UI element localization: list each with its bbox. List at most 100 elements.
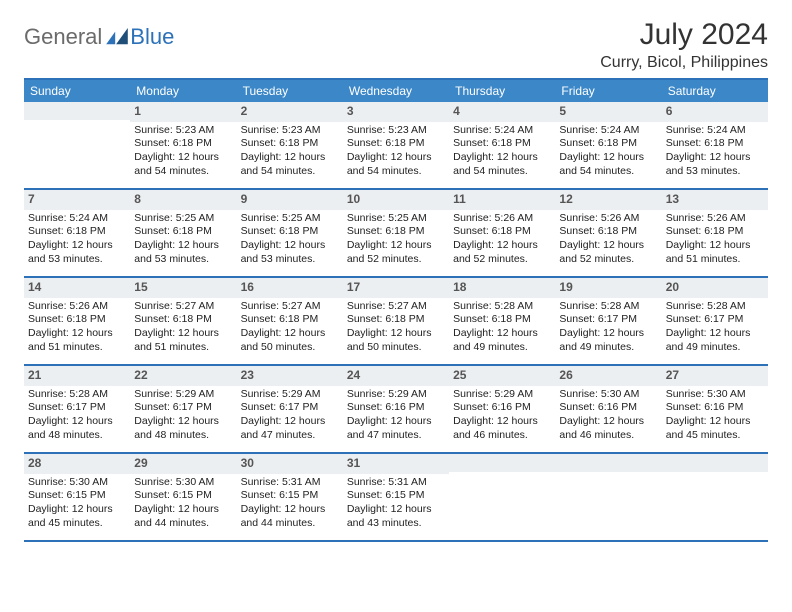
daylight-line: Daylight: 12 hours and 44 minutes.: [241, 503, 339, 530]
day-number: 29: [130, 454, 236, 474]
day-number: 19: [555, 278, 661, 298]
daylight-line: Daylight: 12 hours and 54 minutes.: [347, 151, 445, 178]
sunrise-line: Sunrise: 5:29 AM: [453, 388, 551, 402]
week-row: 1 Sunrise: 5:23 AM Sunset: 6:18 PM Daylight…: [24, 102, 768, 190]
month-title: July 2024: [600, 18, 768, 52]
week-row: 28 Sunrise: 5:30 AMSunset: 6:15 PM Dayligh…: [24, 454, 768, 542]
daylight-line: Daylight: 12 hours and 54 minutes.: [241, 151, 339, 178]
sunset-line: Sunset: 6:18 PM: [347, 313, 445, 327]
location-subtitle: Curry, Bicol, Philippines: [600, 54, 768, 72]
daylight-line: Daylight: 12 hours and 53 minutes.: [134, 239, 232, 266]
sunrise-line: Sunrise: 5:26 AM: [666, 212, 764, 226]
day-cell: 4Sunrise: 5:24 AMSunset: 6:18 PMDaylight…: [449, 102, 555, 188]
daylight-line: Daylight: 12 hours and 51 minutes.: [134, 327, 232, 354]
daylight-line: Daylight: 12 hours and 43 minutes.: [347, 503, 445, 530]
daylight-line: Daylight: 12 hours and 46 minutes.: [559, 415, 657, 442]
daylight-line: Daylight: 12 hours and 51 minutes.: [666, 239, 764, 266]
day-cell: 10Sunrise: 5:25 AMSunset: 6:18 PMDayligh…: [343, 190, 449, 276]
sunrise-line: Sunrise: 5:23 AM: [347, 124, 445, 138]
day-cell: 7Sunrise: 5:24 AMSunset: 6:18 PMDaylight…: [24, 190, 130, 276]
sunset-line: Sunset: 6:18 PM: [666, 225, 764, 239]
day-number: 26: [555, 366, 661, 386]
day-number: 16: [237, 278, 343, 298]
daylight-line: Daylight: 12 hours and 50 minutes.: [241, 327, 339, 354]
day-cell: 24Sunrise: 5:29 AMSunset: 6:16 PMDayligh…: [343, 366, 449, 452]
brand-logo: General Blue: [24, 24, 174, 50]
sunset-line: Sunset: 6:16 PM: [453, 401, 551, 415]
week-row: 21Sunrise: 5:28 AMSunset: 6:17 PMDayligh…: [24, 366, 768, 454]
sunset-line: Sunset: 6:18 PM: [241, 313, 339, 327]
sunset-line: Sunset: 6:17 PM: [666, 313, 764, 327]
daylight-line: Daylight: 12 hours and 45 minutes.: [666, 415, 764, 442]
day-number: 6: [662, 102, 768, 122]
day-cell: 29Sunrise: 5:30 AMSunset: 6:15 PMDayligh…: [130, 454, 236, 540]
day-cell: 18Sunrise: 5:28 AMSunset: 6:18 PMDayligh…: [449, 278, 555, 364]
day-cell: 2Sunrise: 5:23 AMSunset: 6:18 PMDaylight…: [237, 102, 343, 188]
day-cell: [662, 454, 768, 540]
calendar-grid: SundayMondayTuesdayWednesdayThursdayFrid…: [24, 78, 768, 542]
day-number: [24, 102, 130, 120]
daylight-line: Daylight: 12 hours and 53 minutes.: [666, 151, 764, 178]
sunrise-line: Sunrise: 5:25 AM: [134, 212, 232, 226]
sunset-line: Sunset: 6:16 PM: [559, 401, 657, 415]
sunset-line: Sunset: 6:18 PM: [28, 225, 126, 239]
day-number: [662, 454, 768, 472]
sunrise-line: Sunrise: 5:26 AM: [559, 212, 657, 226]
sunrise-line: Sunrise: 5:30 AM: [666, 388, 764, 402]
sunset-line: Sunset: 6:17 PM: [241, 401, 339, 415]
daylight-line: Daylight: 12 hours and 47 minutes.: [347, 415, 445, 442]
day-number: 23: [237, 366, 343, 386]
weeks-container: 1Sunrise: 5:23 AMSunset: 6:18 PMDaylight…: [24, 102, 768, 542]
day-number: 5: [555, 102, 661, 122]
brand-text-general: General: [24, 24, 102, 50]
daylight-line: Daylight: 12 hours and 52 minutes.: [559, 239, 657, 266]
daylight-line: Daylight: 12 hours and 48 minutes.: [28, 415, 126, 442]
day-number: 28: [24, 454, 130, 474]
sunset-line: Sunset: 6:16 PM: [347, 401, 445, 415]
sunrise-line: Sunrise: 5:25 AM: [347, 212, 445, 226]
sunset-line: Sunset: 6:18 PM: [559, 225, 657, 239]
weekday-header-row: SundayMondayTuesdayWednesdayThursdayFrid…: [24, 80, 768, 102]
sunrise-line: Sunrise: 5:30 AM: [134, 476, 232, 490]
sunrise-line: Sunrise: 5:30 AM: [559, 388, 657, 402]
day-number: 9: [237, 190, 343, 210]
day-number: 1: [130, 102, 236, 122]
day-cell: [24, 102, 130, 188]
day-number: 20: [662, 278, 768, 298]
brand-mark-icon: [106, 28, 128, 46]
daylight-line: Daylight: 12 hours and 47 minutes.: [241, 415, 339, 442]
day-cell: 20Sunrise: 5:28 AMSunset: 6:17 PMDayligh…: [662, 278, 768, 364]
weekday-header: Monday: [130, 80, 236, 102]
day-cell: 28Sunrise: 5:30 AMSunset: 6:15 PMDayligh…: [24, 454, 130, 540]
sunset-line: Sunset: 6:18 PM: [134, 137, 232, 151]
sunrise-line: Sunrise: 5:28 AM: [666, 300, 764, 314]
day-cell: 14Sunrise: 5:26 AMSunset: 6:18 PMDayligh…: [24, 278, 130, 364]
day-number: 2: [237, 102, 343, 122]
sunrise-line: Sunrise: 5:29 AM: [134, 388, 232, 402]
sunrise-line: Sunrise: 5:26 AM: [453, 212, 551, 226]
sunset-line: Sunset: 6:16 PM: [666, 401, 764, 415]
day-cell: 11Sunrise: 5:26 AMSunset: 6:18 PMDayligh…: [449, 190, 555, 276]
sunset-line: Sunset: 6:18 PM: [241, 225, 339, 239]
day-cell: 31Sunrise: 5:31 AMSunset: 6:15 PMDayligh…: [343, 454, 449, 540]
day-number: 21: [24, 366, 130, 386]
sunset-line: Sunset: 6:18 PM: [28, 313, 126, 327]
sunrise-line: Sunrise: 5:23 AM: [241, 124, 339, 138]
day-number: 3: [343, 102, 449, 122]
sunrise-line: Sunrise: 5:28 AM: [453, 300, 551, 314]
day-cell: 15Sunrise: 5:27 AMSunset: 6:18 PMDayligh…: [130, 278, 236, 364]
sunrise-line: Sunrise: 5:29 AM: [347, 388, 445, 402]
day-number: 4: [449, 102, 555, 122]
day-cell: [449, 454, 555, 540]
day-number: 30: [237, 454, 343, 474]
daylight-line: Daylight: 12 hours and 45 minutes.: [28, 503, 126, 530]
day-cell: 30Sunrise: 5:31 AMSunset: 6:15 PMDayligh…: [237, 454, 343, 540]
day-cell: 8Sunrise: 5:25 AMSunset: 6:18 PMDaylight…: [130, 190, 236, 276]
sunrise-line: Sunrise: 5:29 AM: [241, 388, 339, 402]
title-block: July 2024 Curry, Bicol, Philippines: [600, 18, 768, 72]
sunset-line: Sunset: 6:15 PM: [134, 489, 232, 503]
sunrise-line: Sunrise: 5:27 AM: [241, 300, 339, 314]
sunrise-line: Sunrise: 5:24 AM: [453, 124, 551, 138]
sunrise-line: Sunrise: 5:25 AM: [241, 212, 339, 226]
daylight-line: Daylight: 12 hours and 52 minutes.: [453, 239, 551, 266]
